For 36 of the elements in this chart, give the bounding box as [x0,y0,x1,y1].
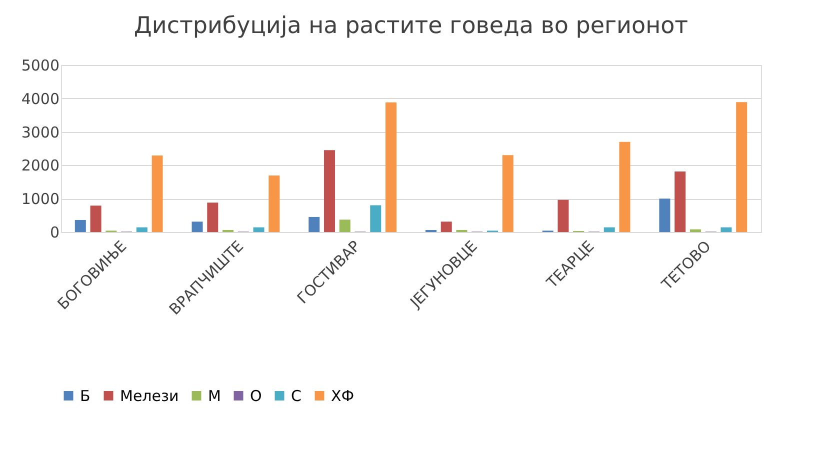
legend-label: М [208,386,221,405]
y-tick-label: 0 [50,224,60,242]
bar [659,198,670,232]
bar [207,202,218,232]
legend-label: С [291,386,302,405]
bar [308,216,320,232]
y-tick-label: 3000 [21,123,60,142]
legend-label: ХФ [331,386,354,405]
bar [370,205,382,232]
chart-title: Дистрибуција на растите говеда во регионот [134,13,688,39]
bar [558,200,569,232]
bar [604,227,615,232]
y-tick-label: 5000 [21,56,60,74]
bar [268,176,280,232]
bar [736,102,748,232]
y-tick-label: 1000 [21,190,60,208]
legend-label: О [250,386,262,405]
bar [440,222,452,232]
bar [90,206,102,232]
bar [324,150,336,232]
bar [674,172,686,232]
bar [339,220,350,232]
bar [74,220,86,232]
bar [386,102,397,232]
y-tick-label: 4000 [21,90,60,108]
legend-label: Б [80,386,90,405]
bar [152,156,163,232]
y-tick-label: 2000 [21,156,60,175]
bar [502,155,514,232]
bar [253,227,264,232]
legend-label: Мелези [120,386,179,405]
bar [136,227,148,232]
bar [619,142,630,232]
bar [192,222,203,232]
bar [690,229,701,232]
bar [720,227,732,232]
